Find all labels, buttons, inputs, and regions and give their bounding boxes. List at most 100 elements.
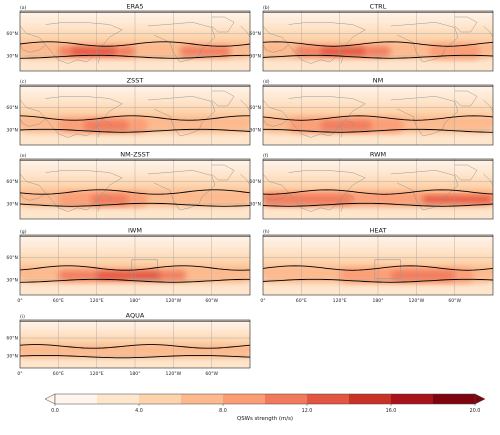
y-tick-label: 30°N xyxy=(6,278,18,284)
contour-group xyxy=(20,115,250,133)
coastline xyxy=(263,173,289,201)
x-tick-label: 0° xyxy=(260,298,265,304)
x-tick-label: 60°E xyxy=(53,371,64,377)
coastline xyxy=(263,99,289,127)
coastline xyxy=(390,96,459,137)
coastline xyxy=(147,22,216,63)
coastline xyxy=(263,25,289,53)
colorbar-frame xyxy=(54,393,476,405)
panel-title: ERA5 xyxy=(127,3,144,11)
contour-group xyxy=(263,189,493,207)
coastline xyxy=(339,200,344,212)
coastline-group xyxy=(263,16,493,64)
colorbar-segment xyxy=(391,394,434,404)
coastline xyxy=(346,120,354,127)
panel-label: (g) xyxy=(20,229,27,235)
jet-band xyxy=(96,271,161,280)
x-tick-label: 0° xyxy=(17,371,22,377)
contour-line xyxy=(263,128,493,133)
y-tick-label: 30°N xyxy=(6,54,18,60)
coastline xyxy=(240,25,250,38)
y-tick-label: 30°N xyxy=(249,128,261,134)
coastline xyxy=(339,126,344,138)
coastline xyxy=(103,46,111,53)
x-tick-label: 60°W xyxy=(205,298,218,304)
coastline xyxy=(288,170,366,212)
contour-line xyxy=(20,202,250,207)
contour-line xyxy=(263,41,493,47)
contour-line xyxy=(20,278,250,283)
coastline xyxy=(288,96,366,138)
coastline xyxy=(454,164,478,181)
colorbar-segment xyxy=(139,394,182,404)
contour-group xyxy=(20,265,250,283)
panel-title: RWM xyxy=(370,151,386,159)
coastline xyxy=(240,99,250,112)
colorbar-tick-label: 20.0 xyxy=(470,408,481,414)
jet-band xyxy=(320,120,372,131)
y-tick-label: 30°N xyxy=(6,354,18,360)
panel-title: HEAT xyxy=(370,227,387,235)
panel-aqua: (i) AQUA 60°N 30°N 0° 60°E 120°E 180° 120°W 60°W xyxy=(6,312,251,377)
colorbar-segment xyxy=(433,394,476,404)
panel-label: (c) xyxy=(20,79,26,85)
x-tick-label: 60°W xyxy=(205,371,218,377)
forcing-region-box xyxy=(131,259,158,279)
x-tick-label: 60°E xyxy=(53,298,64,304)
contour-group xyxy=(263,265,493,283)
coastline xyxy=(103,120,111,127)
x-tick-label: 180° xyxy=(129,371,140,377)
x-tick-label: 120°E xyxy=(90,371,104,377)
jet-band xyxy=(263,194,353,205)
colorbar-tick-label: 12.0 xyxy=(302,408,313,414)
colorbar-min-extend xyxy=(44,393,56,405)
colorbar-segment xyxy=(349,394,392,404)
coastline xyxy=(288,22,366,64)
coastline-group xyxy=(20,90,250,138)
panel-era5: (a) ERA5 60°N 30°N xyxy=(6,3,251,72)
colorbar-tick-label: 16.0 xyxy=(386,408,397,414)
panel-title: ZSST xyxy=(127,77,144,85)
contour-line xyxy=(263,265,493,271)
panel-heat: (h) HEAT 0° 60°E 120°E 180° 120°W 60°W xyxy=(260,227,494,304)
coastline xyxy=(96,52,101,64)
colorbar-tick-label: 0.0 xyxy=(51,408,59,414)
panel-rwm: (f) RWM 60°N 30°N xyxy=(249,151,494,220)
coastline-group xyxy=(20,16,250,64)
x-tick-label: 120°W xyxy=(409,298,425,304)
coastline xyxy=(103,194,111,201)
panel-title: NM-ZSST xyxy=(120,151,150,159)
coastline xyxy=(211,90,235,107)
panel-frame xyxy=(262,234,494,296)
contour-line xyxy=(20,115,250,121)
panel-frame xyxy=(19,319,251,369)
y-tick-label: 30°N xyxy=(6,202,18,208)
x-tick-label: 120°W xyxy=(166,298,182,304)
panel-frame xyxy=(19,10,251,72)
contour-line xyxy=(263,54,493,59)
colorbar-max-extend xyxy=(474,393,486,405)
x-tick-label: 180° xyxy=(372,298,383,304)
contour-group xyxy=(20,189,250,207)
coastline xyxy=(211,164,235,181)
panel-nm-zsst: (e) NM-ZSST 60°N 30°N xyxy=(6,151,251,220)
contour-line xyxy=(263,278,493,283)
panel-ctrl: (b) CTRL 60°N 30°N xyxy=(249,3,494,72)
panel-frame xyxy=(262,84,494,146)
coastline xyxy=(483,173,493,186)
contour-group xyxy=(20,41,250,59)
x-tick-label: 0° xyxy=(17,298,22,304)
panel-title: AQUA xyxy=(126,312,145,320)
colorbar-segment xyxy=(55,394,98,404)
x-tick-label: 120°E xyxy=(333,298,347,304)
panel-title: IWM xyxy=(128,227,142,235)
panel-label: (d) xyxy=(263,79,270,85)
panel-label: (f) xyxy=(263,153,268,159)
panel-frame xyxy=(262,10,494,72)
y-tick-label: 60°N xyxy=(249,105,261,111)
coastline xyxy=(454,90,478,107)
panel-zsst: (c) ZSST 60°N 30°N xyxy=(6,77,251,146)
coastline-group xyxy=(263,164,493,212)
colorbar-segment xyxy=(265,394,308,404)
colorbar-tick-label: 8.0 xyxy=(219,408,227,414)
